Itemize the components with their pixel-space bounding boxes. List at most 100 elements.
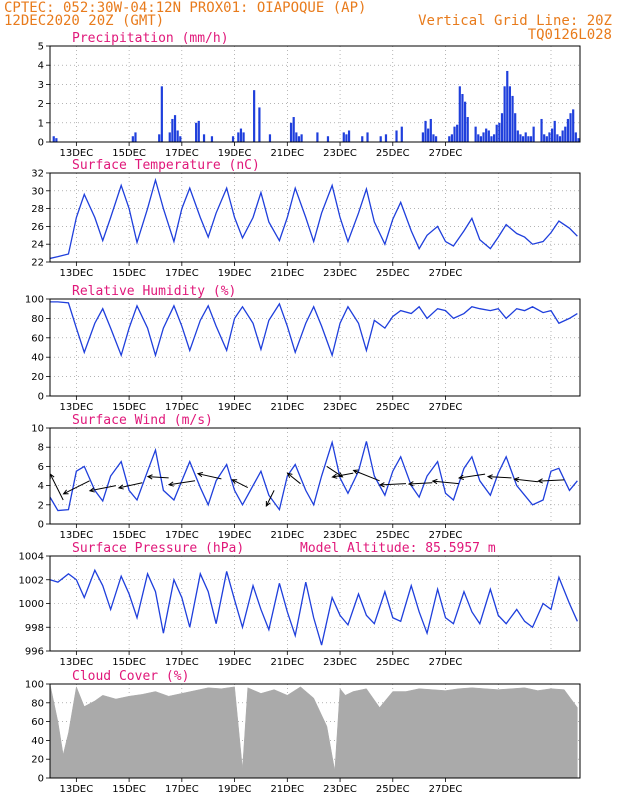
precipitation-bar [574,132,577,142]
precipitation-xtick-label: 17DEC [165,148,199,159]
precipitation-bar [516,130,519,142]
cloud-cover-xtick-label: 25DEC [376,784,410,795]
precipitation-bar [550,128,554,142]
precipitation-bar [242,132,245,142]
cloud-cover-xtick-label: 15DEC [112,784,146,795]
cloud-cover-xtick-label: 17DEC [165,784,199,795]
precipitation-bar [545,136,548,142]
precipitation-bar [566,118,570,142]
precipitation-bar [160,86,163,142]
wind-arrow [513,477,538,483]
precipitation-bar [52,136,55,142]
precipitation-bar [508,86,512,142]
temperature-ytick-label: 28 [31,204,44,215]
precipitation-bar [289,122,293,142]
pressure-ytick-label: 996 [25,647,44,658]
precipitation-bar [429,118,432,142]
wind-arrow [352,469,380,482]
precipitation-bar [492,134,496,142]
precipitation-bar [197,120,200,142]
pressure-xtick-label: 19DEC [218,657,252,668]
temperature-ytick-label: 30 [31,186,44,197]
precipitation-ytick-label: 0 [38,138,44,149]
humidity-xtick-label: 21DEC [270,402,304,413]
pressure-ytick-label: 1004 [19,552,44,563]
wind-arrow [331,472,354,479]
precipitation-xtick-label: 21DEC [270,148,304,159]
cloud-cover-title: Cloud Cover (%) [72,669,189,684]
temperature-xtick-label: 25DEC [376,268,410,279]
wind-arrow [326,465,344,478]
humidity-xtick-label: 13DEC [60,402,94,413]
precipitation-bar [258,107,261,142]
humidity-ytick-label: 40 [31,353,44,364]
wind-arrow [49,472,64,501]
humidity-ytick-label: 80 [31,314,44,325]
precipitation-bar [482,132,485,142]
pressure-xtick-label: 27DEC [429,657,463,668]
precipitation-bar [558,136,562,142]
pressure-ytick-label: 998 [25,623,44,634]
cloud-cover-ytick-label: 40 [31,736,44,747]
precipitation-bar [561,130,564,142]
precipitation-ytick-label: 4 [38,61,44,72]
wind-arrow [431,478,459,485]
humidity-title: Relative Humidity (%) [72,284,236,299]
temperature-xtick-label: 21DEC [270,268,304,279]
precipitation-bar [479,136,483,142]
wind-arrow [265,490,275,508]
precipitation-frame [49,45,581,143]
precipitation-bar [461,94,464,142]
humidity-ytick-label: 20 [31,372,44,383]
pressure-xtick-label: 21DEC [270,657,304,668]
precipitation-bar [345,134,348,142]
precipitation-bar [506,70,509,142]
precipitation-bar [158,134,161,142]
precipitation-bar [487,130,490,142]
cloud-cover-frame [49,683,581,779]
temperature-line [49,177,578,260]
cloud-cover-xtick-label: 21DEC [270,784,304,795]
cloud-cover-xtick-label: 23DEC [323,784,357,795]
precipitation-bar [572,109,575,142]
precipitation-bar [503,86,506,142]
precipitation-bar [524,132,527,142]
cloud-cover-xtick-label: 27DEC [429,784,463,795]
precipitation-bar [326,136,330,142]
wind-ytick-label: 4 [38,481,44,492]
precipitation-bar [195,122,198,142]
precipitation-bar [450,134,453,142]
precipitation-bar [548,132,551,142]
humidity-ytick-label: 100 [25,295,44,306]
wind-xtick-label: 19DEC [218,530,252,541]
precipitation-bar [511,95,514,142]
precipitation-bar [448,136,451,142]
precipitation-xtick-label: 25DEC [376,148,410,159]
precipitation-bar [171,118,174,142]
wind-xtick-label: 23DEC [323,530,357,541]
pressure-xtick-label: 25DEC [376,657,410,668]
wind-arrow [146,474,169,480]
pressure-ytick-label: 1002 [19,575,44,586]
precipitation-bar [316,132,319,142]
precipitation-xtick-label: 23DEC [323,148,357,159]
precipitation-bar [532,126,535,142]
temperature-ytick-label: 32 [31,169,44,180]
wind-panel: Surface Wind (m/s) 0 2 4 6 8 10 13DEC 15DEC 17DEC… [31,413,581,541]
humidity-line [50,301,578,358]
temperature-xtick-label: 15DEC [112,268,146,279]
humidity-panel: Relative Humidity (%) 0 20 40 60 80 100 13DEC 15… [25,284,581,413]
wind-ytick-label: 10 [31,424,44,435]
temperature-frame [49,172,581,263]
pressure-xtick-label: 23DEC [323,657,357,668]
wind-arrow [231,479,248,488]
precipitation-bar [421,132,424,142]
wind-arrow [378,482,406,488]
wind-title: Surface Wind (m/s) [72,413,213,428]
precipitation-bar [366,132,369,142]
cloud-cover-ytick-label: 0 [38,774,44,785]
wind-arrow [286,472,301,485]
cloud-cover-panel: Cloud Cover (%) 0 20 40 60 80 100 13DEC 15DEC 17D… [25,669,581,795]
precipitation-bar [168,132,171,142]
precipitation-bar [424,120,427,142]
